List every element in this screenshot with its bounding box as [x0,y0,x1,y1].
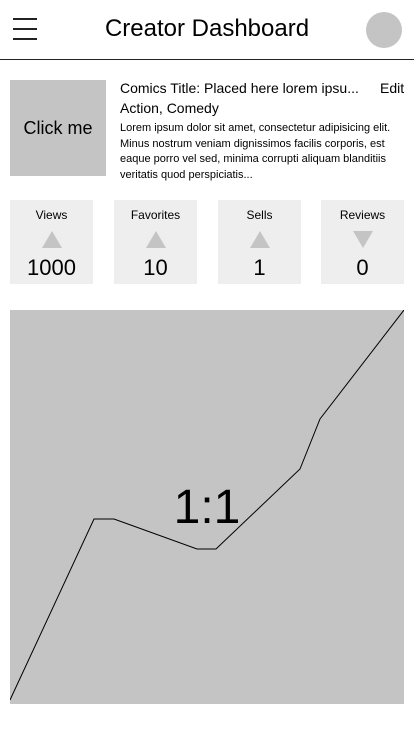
stat-value: 1 [253,255,266,280]
stat-card-views[interactable]: Views 1000 [10,200,93,284]
stat-label: Favorites [130,208,181,222]
stat-card-reviews[interactable]: Reviews 0 [321,200,404,284]
stat-card-favorites[interactable]: Favorites 10 [114,200,197,284]
stat-value: 1000 [27,255,76,280]
page-title: Creator Dashboard [104,15,310,42]
stats-chart-placeholder: 1:1 [10,310,404,704]
app-header: Creator Dashboard [0,0,414,60]
avatar[interactable] [366,12,402,48]
trend-up-icon [41,231,62,248]
stat-value: 0 [356,255,369,280]
menu-bar [13,18,37,20]
stat-card-sells[interactable]: Sells 1 [218,200,301,284]
edit-button[interactable]: Edit [380,80,405,96]
stat-label: Views [35,208,68,222]
trend-up-icon [145,231,166,248]
comic-genres: Action, Comedy [120,100,219,116]
trend-down-icon [352,231,373,248]
menu-bar [13,38,37,40]
comic-description: Lorem ipsum dolor sit amet, consectetur … [120,122,391,181]
stat-label: Sells [246,208,273,222]
chart-line-graphic [10,310,404,701]
hamburger-menu-icon[interactable] [13,18,37,40]
comic-title: Comics Title: Placed here lorem ipsu... [120,80,359,96]
menu-bar [13,28,37,30]
stat-value: 10 [143,255,168,280]
chart-ratio-label: 1:1 [173,481,241,534]
stat-label: Reviews [339,208,386,222]
comic-cover-button[interactable]: Click me [10,80,106,176]
trend-up-icon [249,231,270,248]
